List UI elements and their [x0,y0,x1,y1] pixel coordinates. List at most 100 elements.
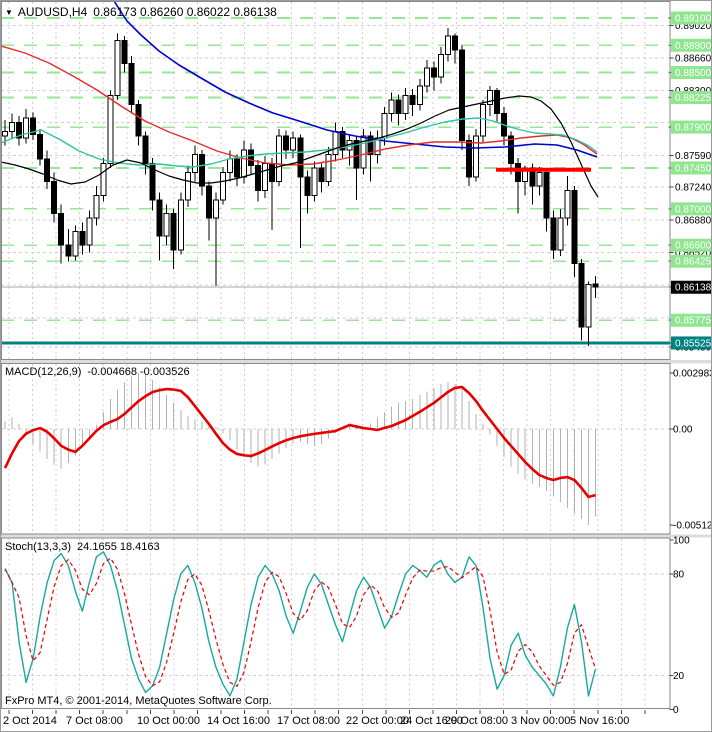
candle [269,162,276,183]
candle [233,158,240,178]
candle [550,217,557,251]
current-price-label [671,280,711,294]
stoch-k-line [4,551,597,697]
stoch-frame [1,537,671,709]
candle [121,40,128,64]
candle [318,167,325,183]
candle [564,190,571,219]
candle [283,135,290,151]
candle [37,133,44,160]
candle [480,103,487,137]
candle [128,62,135,105]
panel-splitter-1[interactable] [1,360,712,364]
svg-text:0.87900: 0.87900 [675,123,712,134]
time-axis[interactable]: 2 Oct 2014 7 Oct 08:00 10 Oct 00:00 14 Oct … [3,710,646,727]
candles-layer [2,27,599,347]
time-axis-label: 3 Nov 00:00 [511,715,570,727]
sr-price-label [671,254,711,268]
candle [536,172,543,187]
sr-price-label [671,66,711,80]
svg-text:0.87590: 0.87590 [675,151,712,162]
sr-price-label [671,238,711,252]
candle [360,135,367,169]
time-axis-label: 17 Oct 08:00 [277,715,340,727]
macd-chart-panel[interactable] [1,364,670,534]
stoch-values: 24.1655 18.4163 [77,541,160,553]
candle [219,172,226,201]
candle [100,162,107,196]
candle [451,35,458,51]
symbol-dropdown-icon[interactable]: ▼ [5,8,13,17]
candle [494,90,501,114]
svg-text:0.002983: 0.002983 [673,369,712,380]
candle [156,199,163,237]
candle [297,137,304,178]
candle [430,67,437,78]
ma-black-line [1,95,599,198]
svg-text:0.87450: 0.87450 [675,163,712,174]
svg-text:100: 100 [673,536,690,547]
candle [107,94,114,164]
time-axis-label: 14 Oct 16:00 [207,715,270,727]
time-axis-label: 7 Oct 08:00 [66,715,123,727]
sr-price-label [671,202,711,216]
candle [163,212,170,237]
stoch-d-line [4,557,597,687]
candle [367,135,374,155]
candle [458,49,465,142]
candle [444,35,451,55]
candle [276,135,283,183]
svg-text:20: 20 [673,671,685,682]
candle [557,217,564,251]
candle [353,140,360,169]
candle [409,94,416,105]
svg-text:0.88800: 0.88800 [675,41,712,52]
chart-title: ▼ AUDUSD,H4 0.86173 0.86260 0.86022 0.8613… [5,5,277,19]
candle [255,164,262,192]
price-axis[interactable]: 0.890200.886600.883000.875900.872400.868… [669,11,712,716]
time-axis-label: 24 Oct 16:00 [400,715,463,727]
candle [86,217,93,246]
macd-name: MACD(12,26,9) [5,366,82,378]
candle [592,283,599,288]
candle [212,199,219,219]
candle [79,231,86,246]
time-axis-label: 5 Nov 16:00 [570,715,629,727]
stoch-chart-panel[interactable] [1,538,670,709]
candle [248,149,255,166]
svg-text:0.89020: 0.89020 [675,21,712,32]
main-chart-panel[interactable] [1,1,670,359]
stoch-name: Stoch(13,3,3) [5,541,72,553]
main-frame [1,1,671,360]
candle [58,212,65,246]
panel-splitter-2[interactable] [1,534,712,538]
candle [184,172,191,201]
candle [198,153,205,187]
candle [142,135,149,164]
candle [311,167,318,196]
candle [487,90,494,105]
svg-text:0.85775: 0.85775 [675,316,712,327]
candle [465,140,472,178]
candle [177,199,184,251]
candle [543,172,550,219]
candle [149,162,156,201]
svg-text:0.87000: 0.87000 [675,204,712,215]
candle [16,122,23,139]
candle [402,94,409,114]
candle [93,194,100,219]
vertical-gridlines [8,538,646,708]
candle [473,135,480,178]
sr-price-label [671,313,711,327]
ma-red-line [1,45,598,166]
sr-price-label [671,161,711,175]
ma-teal-line [1,117,598,168]
candle [9,122,16,133]
candle [571,190,578,264]
svg-text:0.88500: 0.88500 [675,68,712,79]
macd-indicator-label: MACD(12,26,9) -0.004668 -0.003526 [5,366,190,378]
candle [395,99,402,114]
ohlc-values: 0.86173 0.86260 0.86022 0.86138 [93,5,277,19]
macd-histogram [4,373,597,526]
